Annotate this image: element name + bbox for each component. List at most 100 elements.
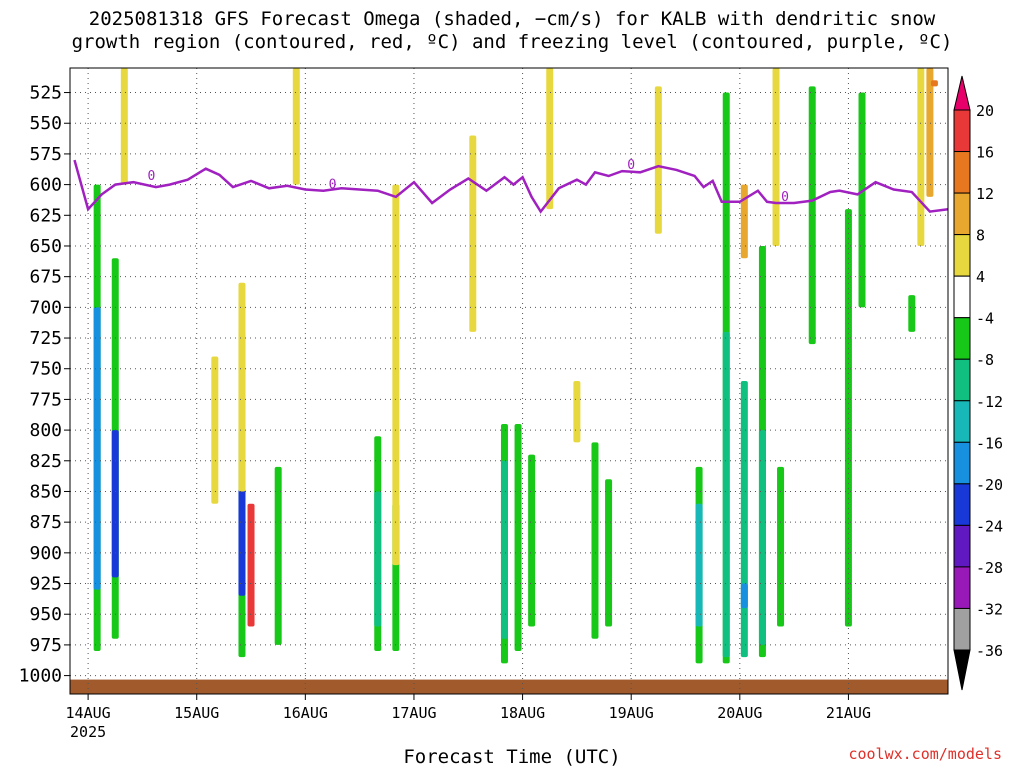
omega-band-3 [111, 430, 119, 578]
x-axis-label: Forecast Time (UTC) [403, 746, 621, 768]
x-tick-label: 15AUG [174, 704, 219, 722]
chart-title-line1: 2025081318 GFS Forecast Omega (shaded, −… [88, 8, 936, 30]
omega-band-35 [469, 135, 477, 332]
colorbar-label: 20 [976, 102, 994, 120]
omega-band-37 [573, 381, 581, 443]
omega-band-21 [740, 381, 748, 658]
y-tick-label: 550 [29, 113, 62, 134]
y-tick-label: 825 [29, 451, 62, 472]
colorbar-label: 16 [976, 144, 994, 162]
x-tick-label: 19AUG [609, 704, 654, 722]
omega-band-43 [930, 80, 938, 87]
colorbar-label: -20 [976, 476, 1003, 494]
credit-link[interactable]: coolwx.com/models [848, 745, 1002, 763]
colorbar-swatch [953, 275, 971, 319]
omega-band-24 [758, 430, 766, 645]
colorbar-swatch [953, 524, 971, 568]
surface-terrain [70, 679, 948, 694]
freezing-level-line [73, 159, 949, 214]
colorbar-swatch [953, 192, 971, 236]
freezing-level-label: 0 [148, 169, 156, 184]
omega-band-29 [908, 295, 916, 332]
y-tick-label: 725 [29, 328, 62, 349]
colorbar-label: 4 [976, 268, 985, 286]
plot-frame [69, 67, 949, 695]
omega-band-22 [740, 583, 748, 609]
omega-band-1 [93, 307, 101, 590]
colorbar-swatch [953, 151, 971, 194]
omega-band-15 [591, 442, 599, 639]
y-tick-label: 900 [29, 543, 62, 564]
omega-band-38 [654, 86, 662, 234]
colorbar-bottom-arrow [953, 649, 971, 691]
omega-band-33 [292, 68, 300, 185]
colorbar-label: -32 [976, 600, 1003, 618]
y-tick-label: 1000 [19, 666, 62, 687]
x-tick-label: 17AUG [391, 704, 436, 722]
colorbar-label: -8 [976, 351, 994, 369]
colorbar-swatch [953, 109, 971, 153]
colorbar-swatch [953, 483, 971, 526]
omega-band-18 [695, 503, 703, 627]
omega-band-14 [528, 454, 536, 627]
y-tick-label: 925 [29, 574, 62, 595]
omega-band-31 [211, 356, 219, 504]
y-tick-label: 975 [29, 635, 62, 656]
x-year-label: 2025 [70, 723, 106, 741]
omega-band-36 [546, 68, 554, 210]
chart-title: 2025081318 GFS Forecast Omega (shaded, −… [0, 8, 1024, 54]
y-tick-label: 625 [29, 205, 62, 226]
colorbar-label: 12 [976, 185, 994, 203]
colorbar-swatch [953, 358, 971, 402]
y-tick-label: 950 [29, 604, 62, 625]
y-tick-label: 700 [29, 297, 62, 318]
omega-band-34 [392, 184, 400, 566]
colorbar-swatch [953, 317, 971, 360]
y-tick-label: 875 [29, 512, 62, 533]
x-tick-label: 18AUG [500, 704, 545, 722]
omega-band-6 [247, 503, 255, 627]
colorbar-label: 8 [976, 227, 985, 245]
omega-band-26 [808, 86, 816, 345]
chart-title-line2: growth region (contoured, red, ºC) and f… [71, 31, 953, 53]
omega-band-16 [605, 479, 613, 627]
freezing-level-label: 0 [329, 178, 337, 193]
omega-band-30 [120, 68, 128, 185]
colorbar-label: -12 [976, 393, 1003, 411]
y-tick-label: 600 [29, 175, 62, 196]
y-tick-label: 675 [29, 267, 62, 288]
y-tick-label: 650 [29, 236, 62, 257]
omega-band-7 [274, 466, 282, 645]
omega-band-25 [777, 466, 785, 627]
colorbar-swatch [953, 566, 971, 609]
colorbar-swatch [953, 234, 971, 277]
colorbar-top-arrow [953, 75, 971, 111]
omega-band-40 [740, 184, 748, 259]
omega-band-9 [374, 491, 382, 627]
x-tick-label: 16AUG [283, 704, 328, 722]
x-tick-label: 20AUG [717, 704, 762, 722]
y-tick-label: 575 [29, 144, 62, 165]
y-tick-label: 850 [29, 481, 62, 502]
y-tick-label: 525 [29, 83, 62, 104]
colorbar-label: -36 [976, 642, 1003, 660]
omega-band-12 [500, 460, 508, 639]
freezing-level-label: 0 [781, 190, 789, 205]
omega-band-13 [514, 423, 522, 652]
y-tick-label: 800 [29, 420, 62, 441]
y-tick-label: 775 [29, 389, 62, 410]
omega-band-32 [238, 282, 246, 492]
omega-band-42 [926, 68, 934, 197]
colorbar-swatch [953, 607, 971, 651]
y-tick-label: 750 [29, 359, 62, 380]
omega-band-39 [772, 68, 780, 246]
freezing-level-label: 0 [627, 158, 635, 173]
colorbar-label: -16 [976, 434, 1003, 452]
omega-band-20 [722, 331, 730, 658]
colorbar-swatch [953, 400, 971, 443]
x-tick-label: 21AUG [826, 704, 871, 722]
colorbar-label: -28 [976, 559, 1003, 577]
omega-band-28 [858, 92, 866, 308]
x-tick-label: 14AUG [66, 704, 111, 722]
